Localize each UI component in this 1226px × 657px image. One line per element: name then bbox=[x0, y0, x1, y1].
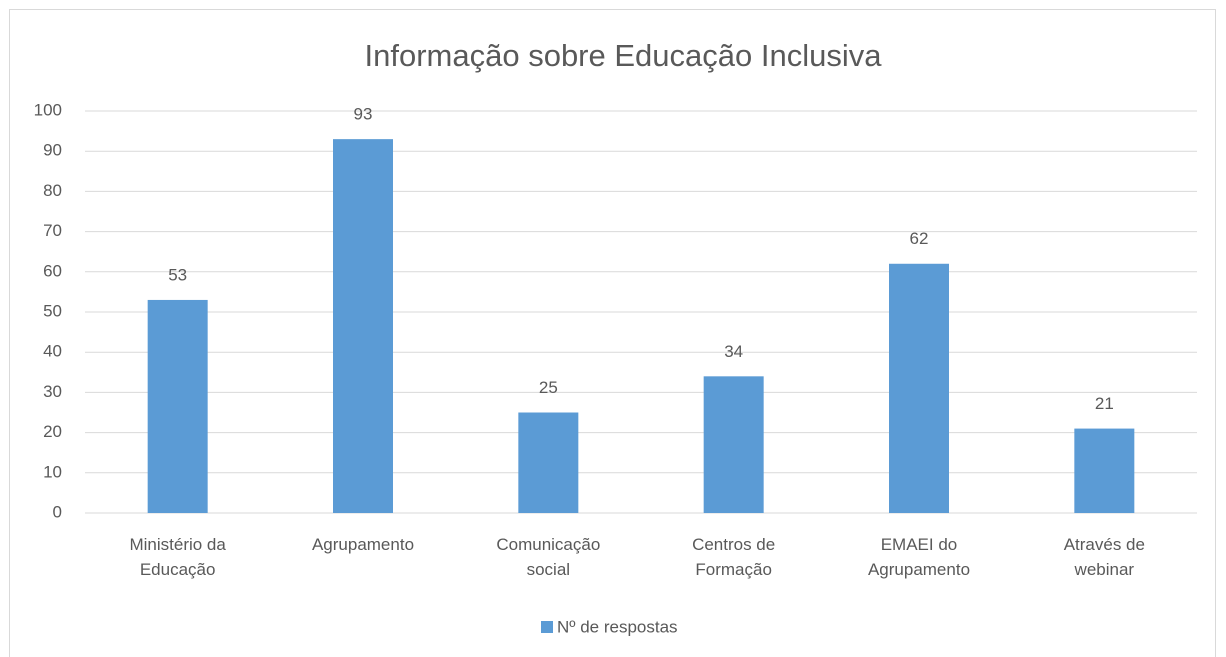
y-tick-label: 20 bbox=[43, 422, 62, 441]
bar bbox=[889, 263, 949, 513]
y-tick-label: 10 bbox=[43, 462, 62, 481]
chart-title: Informação sobre Educação Inclusiva bbox=[365, 38, 883, 73]
y-tick-label: 30 bbox=[43, 382, 62, 401]
y-tick-label: 80 bbox=[43, 181, 62, 200]
data-label: 34 bbox=[724, 342, 743, 361]
data-label: 25 bbox=[539, 378, 558, 397]
bar bbox=[518, 412, 579, 513]
legend-label: Nº de respostas bbox=[557, 617, 678, 636]
data-label: 21 bbox=[1095, 394, 1114, 413]
x-tick-label: EMAEI do Agrupamento bbox=[867, 535, 971, 579]
y-tick-label: 50 bbox=[43, 301, 62, 320]
x-tick-label: Comunicação social bbox=[496, 535, 601, 579]
x-tick-label: Centros de Formação bbox=[692, 535, 776, 579]
y-tick-label: 0 bbox=[53, 502, 62, 521]
y-tick-label: 100 bbox=[34, 100, 62, 119]
data-label: 53 bbox=[168, 265, 187, 284]
data-label: 93 bbox=[354, 105, 373, 124]
x-tick-label: Agrupamento bbox=[311, 535, 415, 554]
y-tick-label: 90 bbox=[43, 141, 62, 160]
data-label: 62 bbox=[910, 229, 929, 248]
y-tick-label: 70 bbox=[43, 221, 62, 240]
bar bbox=[147, 299, 208, 513]
legend-swatch bbox=[541, 621, 553, 633]
bar bbox=[1074, 428, 1135, 513]
x-tick-label: Ministério da Educação bbox=[129, 535, 226, 579]
bar bbox=[333, 139, 393, 513]
bar bbox=[703, 376, 764, 513]
x-tick-label: Através de webinar bbox=[1063, 535, 1145, 579]
y-tick-label: 40 bbox=[43, 342, 62, 361]
y-tick-label: 60 bbox=[43, 261, 62, 280]
chart-border bbox=[9, 9, 1216, 657]
